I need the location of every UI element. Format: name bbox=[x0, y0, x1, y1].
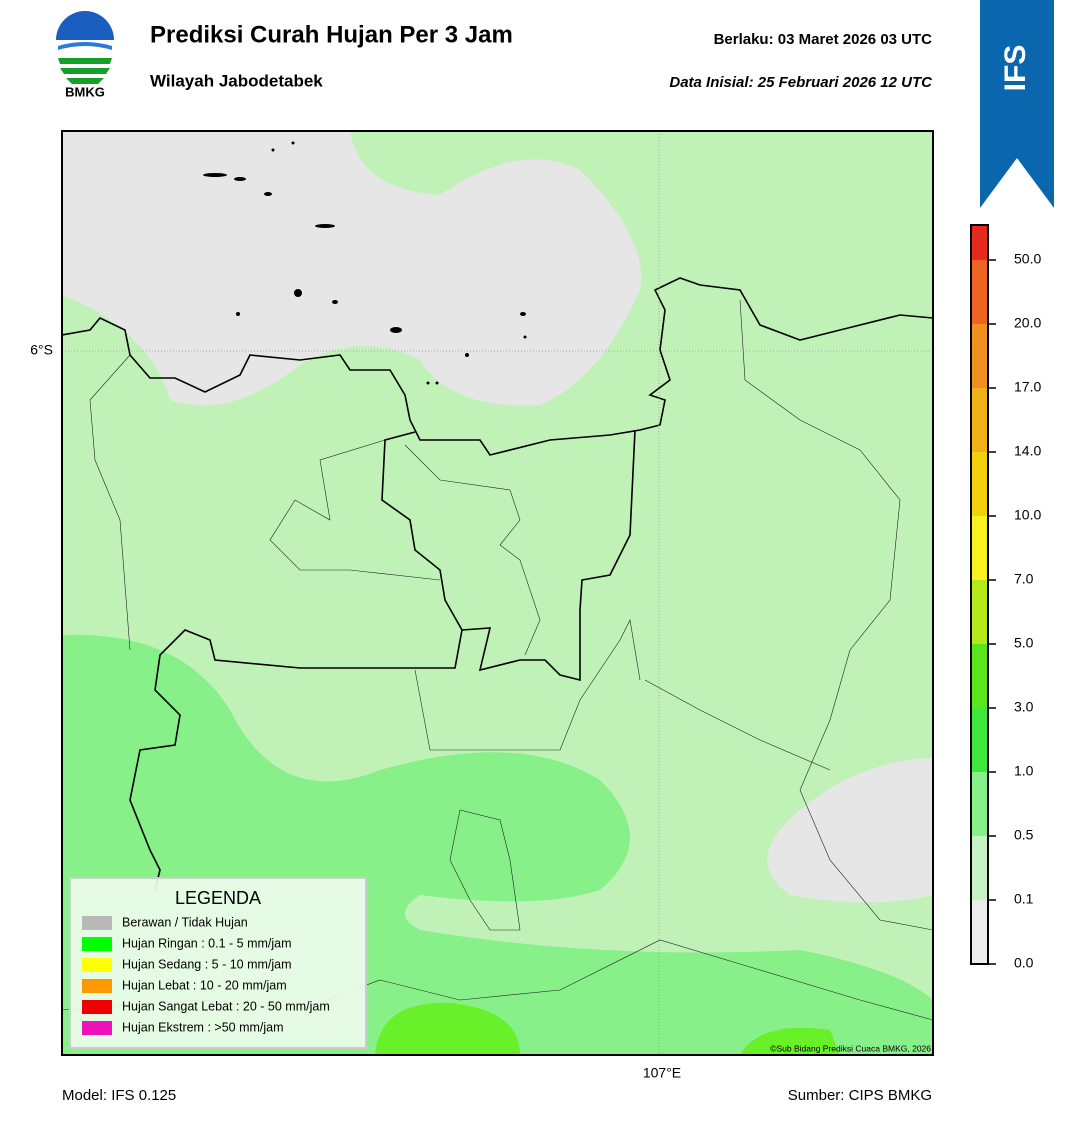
colorbar-segment bbox=[971, 324, 988, 388]
legend-swatch bbox=[82, 1021, 112, 1035]
legend-title: LEGENDA bbox=[175, 888, 261, 908]
init-time: Data Inisial: 25 Februari 2026 12 UTC bbox=[669, 74, 933, 91]
colorbar-segment bbox=[971, 580, 988, 644]
model: Model: IFS 0.125 bbox=[62, 1087, 176, 1104]
colorbar-segment bbox=[971, 225, 988, 260]
colorbar-label: 0.5 bbox=[1014, 827, 1034, 843]
colorbar-segment bbox=[971, 772, 988, 836]
legend-swatch bbox=[82, 1000, 112, 1014]
logo: BMKG bbox=[56, 11, 114, 99]
map-frame bbox=[61, 130, 934, 1056]
subtitle: Wilayah Jabodetabek bbox=[150, 71, 323, 90]
colorbar-segment bbox=[971, 260, 988, 324]
legend-swatch bbox=[82, 916, 112, 930]
legend-label: Hujan Sangat Lebat : 20 - 50 mm/jam bbox=[122, 999, 330, 1013]
colorbar-frame bbox=[970, 224, 989, 965]
badge bbox=[980, 0, 1054, 208]
valid-time: Berlaku: 03 Maret 2026 03 UTC bbox=[714, 31, 933, 48]
colorbar-label: 7.0 bbox=[1014, 571, 1034, 587]
colorbar-label: 17.0 bbox=[1014, 379, 1041, 395]
credit: ©Sub Bidang Prediksi Cuaca BMKG, 2026 bbox=[770, 1043, 931, 1053]
lat-label: 6°S bbox=[30, 342, 53, 358]
colorbar-segment bbox=[971, 836, 988, 900]
colorbar-label: 14.0 bbox=[1014, 443, 1041, 459]
legend: LEGENDA Berawan / Tidak Hujan Hujan Ringa… bbox=[69, 877, 367, 1049]
logo-text: BMKG bbox=[65, 84, 105, 99]
legend-label: Hujan Ekstrem : >50 mm/jam bbox=[122, 1020, 284, 1034]
colorbar-label: 0.0 bbox=[1014, 955, 1034, 971]
legend-label: Hujan Sedang : 5 - 10 mm/jam bbox=[122, 957, 292, 971]
colorbar-label: 50.0 bbox=[1014, 251, 1041, 267]
colorbar-label: 0.1 bbox=[1014, 891, 1034, 907]
colorbar-label: 10.0 bbox=[1014, 507, 1041, 523]
badge-text: IFS bbox=[999, 45, 1032, 92]
legend-label: Berawan / Tidak Hujan bbox=[122, 915, 248, 929]
legend-swatch bbox=[82, 979, 112, 993]
colorbar-segment bbox=[971, 516, 988, 580]
legend-label: Hujan Lebat : 10 - 20 mm/jam bbox=[122, 978, 287, 992]
colorbar-label: 20.0 bbox=[1014, 315, 1041, 331]
colorbar-label: 3.0 bbox=[1014, 699, 1034, 715]
colorbar-segment bbox=[971, 452, 988, 516]
source: Sumber: CIPS BMKG bbox=[788, 1087, 932, 1104]
colorbar-segment bbox=[971, 708, 988, 772]
colorbar-segment bbox=[971, 900, 988, 964]
lon-label: 107°E bbox=[643, 1065, 681, 1081]
legend-label: Hujan Ringan : 0.1 - 5 mm/jam bbox=[122, 936, 292, 950]
colorbar-segment bbox=[971, 644, 988, 708]
colorbar-segment bbox=[971, 388, 988, 452]
legend-swatch bbox=[82, 937, 112, 951]
title: Prediksi Curah Hujan Per 3 Jam bbox=[150, 21, 513, 48]
colorbar-label: 1.0 bbox=[1014, 763, 1034, 779]
colorbar: 0.0 0.1 0.5 1.0 3.0 5.0 7.0 10.0 14.0 17.0 20.0 50.… bbox=[970, 224, 1041, 971]
legend-swatch bbox=[82, 958, 112, 972]
colorbar-label: 5.0 bbox=[1014, 635, 1034, 651]
